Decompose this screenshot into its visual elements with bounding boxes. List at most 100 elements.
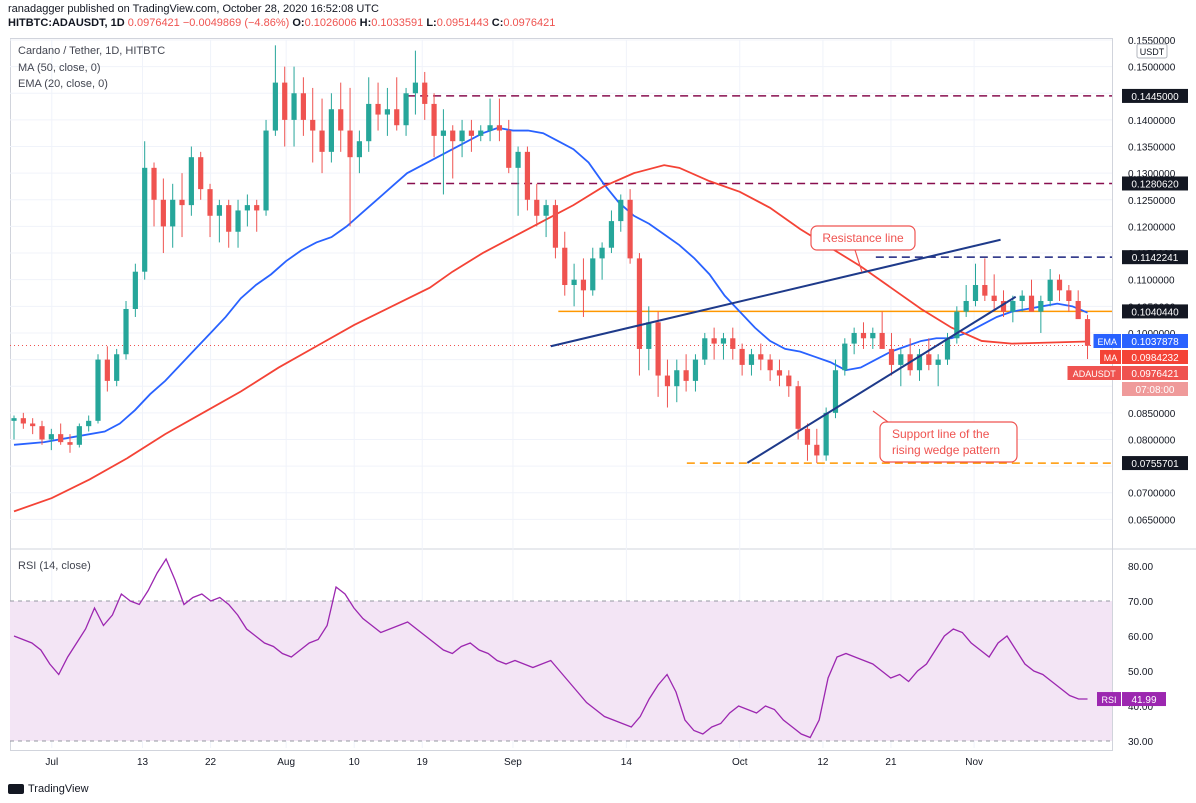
time-tick-label: Oct [732, 757, 748, 768]
time-tick-label: 10 [349, 757, 361, 768]
candle-body [300, 93, 306, 120]
open-label: O: [292, 17, 305, 29]
chart-title: Cardano / Tether, 1D, HITBTC [18, 45, 166, 57]
rsi-tick-label: 40.00 [1128, 702, 1153, 713]
candle-body [664, 375, 671, 387]
rsi-value-label: 41.99 [1131, 695, 1156, 706]
rsi-tick-label: 60.00 [1128, 632, 1153, 643]
time-tick-label: 22 [205, 757, 217, 768]
candle-body [291, 93, 297, 120]
tradingview-footer[interactable]: TradingView [8, 783, 89, 795]
ma-line [13, 164, 1088, 513]
candle-body [235, 210, 241, 232]
candle-body [767, 359, 773, 371]
close-value: 0.0976421 [503, 17, 556, 29]
candle-body [347, 130, 353, 158]
candle-body [608, 221, 615, 248]
candle-body [730, 338, 736, 349]
candle-body [543, 205, 549, 216]
candle-body [562, 247, 568, 286]
candle-body [254, 205, 260, 211]
candle-body [319, 130, 325, 152]
time-tick-label: 19 [417, 757, 429, 768]
candle-body [758, 354, 764, 360]
candle-body [67, 442, 73, 445]
candle-body [776, 370, 783, 376]
candle-body [384, 109, 390, 115]
level-price-label: 0.1142241 [1132, 253, 1179, 264]
candle-body [1066, 290, 1072, 301]
candle-body [142, 167, 148, 272]
price-value-label: 0.0976421 [1131, 369, 1179, 380]
candle-body [916, 354, 923, 371]
ema-legend: EMA (20, close, 0) [18, 78, 108, 90]
candle-body [459, 130, 465, 142]
rsi-line [13, 557, 1088, 739]
publish-header: ranadagger published on TradingView.com,… [8, 2, 555, 30]
level-price-badge [1122, 176, 1188, 191]
candle-body [114, 354, 120, 381]
time-tick-label: 21 [885, 757, 897, 768]
price-value-label: 0.0984232 [1131, 353, 1179, 364]
candle-body [1038, 300, 1044, 312]
candle-body [1019, 295, 1025, 301]
support-callout-text: rising wedge pattern [892, 443, 1000, 457]
price-tag-badge [1093, 334, 1121, 348]
candle-body [571, 279, 577, 286]
rsi-tick-label: 30.00 [1128, 737, 1153, 748]
price-change: −0.0049869 (−4.86%) [182, 17, 290, 29]
footer-brand: TradingView [28, 783, 89, 795]
candle-body [216, 205, 222, 216]
price-tag-label: ADAUSDT [1073, 369, 1117, 379]
time-tick-label: 14 [621, 757, 633, 768]
price-tick-label: 0.1100000 [1128, 276, 1175, 287]
candle-body [580, 279, 587, 291]
resistance-callout-text: Resistance line [822, 231, 904, 245]
candle-body [282, 82, 288, 120]
price-tag-badge [1067, 366, 1121, 380]
candle-body [403, 93, 409, 126]
publisher-line: ranadagger published on TradingView.com,… [8, 3, 379, 15]
level-price-label: 0.1280620 [1131, 179, 1179, 190]
price-tick-label: 0.1300000 [1128, 169, 1176, 180]
chart-frame[interactable] [10, 38, 1113, 751]
candle-body [1047, 279, 1053, 301]
price-value-label: 07:08:00 [1136, 385, 1175, 396]
candle-body [954, 311, 960, 339]
candle-body [263, 130, 269, 211]
candle-body [198, 157, 204, 190]
candle-body [711, 338, 717, 344]
support-trendline [746, 295, 1017, 464]
candle-body [1056, 279, 1063, 291]
candle-body [860, 332, 867, 339]
candle-body [338, 109, 344, 131]
candle-body [431, 103, 437, 136]
candle-body [244, 205, 250, 211]
candle-body [879, 332, 885, 349]
candle-body [132, 271, 138, 309]
candle-body [506, 130, 512, 168]
time-tick-label: Aug [277, 757, 295, 768]
candle-body [655, 322, 661, 376]
rsi-legend: RSI (14, close) [18, 560, 91, 572]
price-tick-label: 0.0700000 [1128, 489, 1176, 500]
candle-body [972, 285, 979, 301]
candle-body [814, 444, 820, 456]
level-price-badge [1122, 88, 1188, 103]
candle-body [422, 82, 428, 104]
level-price-badge [1122, 250, 1188, 265]
candle-body [590, 258, 596, 291]
level-price-label: 0.0755701 [1131, 459, 1179, 470]
candle-body [795, 386, 801, 429]
support-callout-pointer [872, 410, 889, 423]
candle-body [76, 426, 82, 445]
candle-body [30, 423, 36, 427]
time-tick-label: Nov [965, 757, 983, 768]
time-tick-label: 12 [817, 757, 829, 768]
low-value: 0.0951443 [436, 17, 489, 29]
rsi-value-badge [1122, 692, 1166, 707]
candle-body [786, 375, 792, 387]
price-tick-label: 0.1250000 [1128, 196, 1176, 207]
candle-body [851, 332, 857, 344]
